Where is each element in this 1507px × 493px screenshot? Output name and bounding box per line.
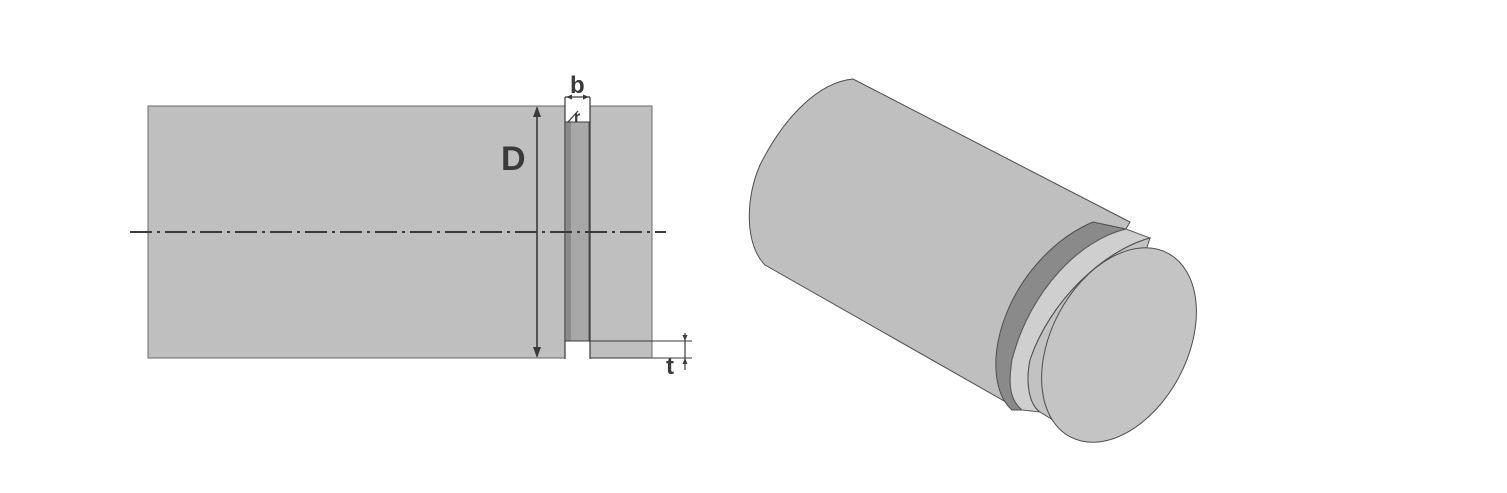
depth-label: t	[666, 353, 674, 380]
groove-gap-bottom	[565, 341, 590, 359]
diameter-label: D	[501, 140, 526, 178]
groove-width-label: b	[570, 72, 585, 99]
side-view: D b r t	[130, 72, 692, 380]
radius-leader	[567, 110, 579, 123]
diameter-arrow-top	[533, 106, 541, 117]
depth-arrow-bottom	[682, 358, 688, 364]
depth-arrow-top	[682, 335, 688, 341]
groove-width-arrow-right	[583, 94, 589, 100]
radius-label: r	[574, 109, 580, 126]
isometric-view	[748, 78, 1197, 443]
diameter-arrow-bottom	[533, 347, 541, 358]
cylinder-end-face	[1041, 247, 1197, 443]
groove-width-arrow-left	[566, 94, 572, 100]
